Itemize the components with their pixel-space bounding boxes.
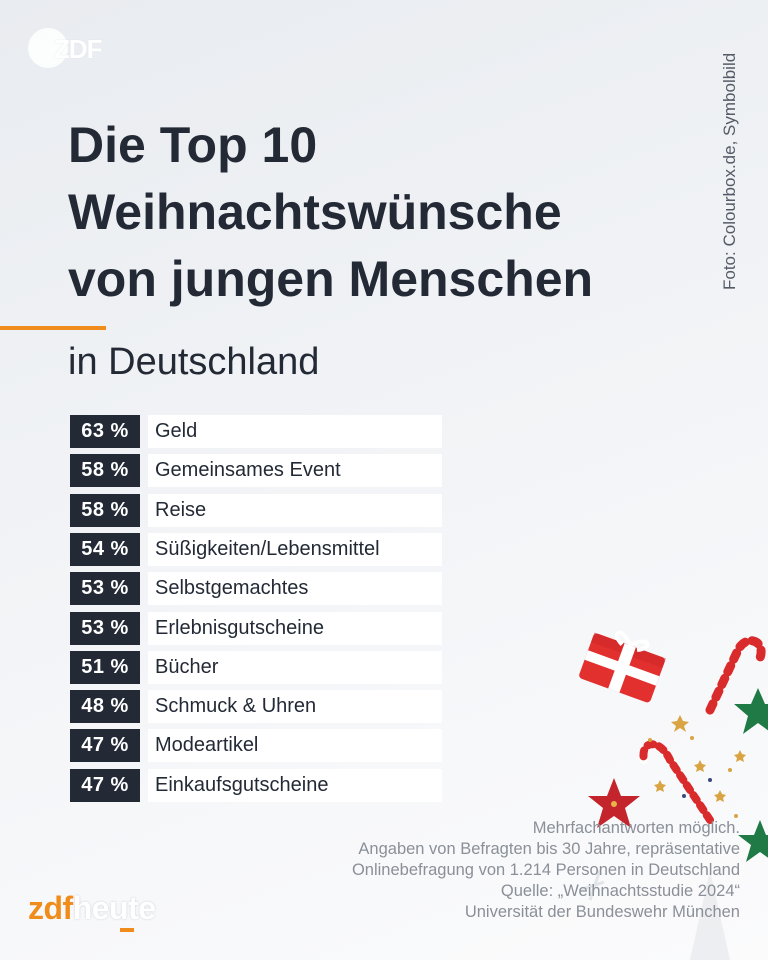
value-label: 58 % [70,493,140,527]
footnote-line: Universität der Bundeswehr München [464,903,740,921]
title-line-2: Weihnachtswünsche [68,184,562,240]
zdfheute-logo: zdfheute [28,890,156,932]
category-label: Erlebnisgutscheine [148,611,442,645]
value-label: 47 % [70,768,140,802]
photo-credit: Foto: Colourbox.de, Symbolbild [720,52,739,290]
chart-row: 58 % Reise [70,493,442,527]
value-label: 63 % [70,415,140,448]
chart-row: 58 % Gemeinsames Event [70,454,442,488]
category-label: Geld [148,415,442,448]
chart-row: 53 % Erlebnisgutscheine [70,611,442,645]
title-line-1: Die Top 10 [68,117,318,173]
category-label: Süßigkeiten/Lebensmittel [148,532,442,566]
value-label: 53 % [70,572,140,606]
chart-row: 51 % Bücher [70,650,442,684]
value-label: 47 % [70,729,140,763]
footnote-line: Mehrfachantworten möglich. [532,819,740,837]
value-label: 53 % [70,611,140,645]
category-label: Selbstgemachtes [148,572,442,606]
page-title: Die Top 10 Weihnachtswünsche von jungen … [68,112,688,313]
star-icon [734,688,768,734]
chart-row: 48 % Schmuck & Uhren [70,690,442,724]
category-label: Bücher [148,650,442,684]
star-icon [588,778,640,828]
subtitle: in Deutschland [68,341,320,383]
chart-row: 63 % Geld [70,415,442,448]
chart-row: 47 % Einkaufsgutscheine [70,768,442,802]
chart-row: 47 % Modeartikel [70,729,442,763]
star-icon [738,820,768,862]
zdf-logo: ZDF [28,28,106,68]
value-label: 48 % [70,690,140,724]
category-label: Schmuck & Uhren [148,690,442,724]
christmas-decoration [579,630,768,960]
brand-heute: heute [72,890,156,926]
chart-row: 53 % Selbstgemachtes [70,572,442,606]
title-line-3: von jungen Menschen [68,251,594,307]
footnote-line: Quelle: „Weihnachtsstudie 2024“ [500,882,740,900]
gift-icon [579,630,666,703]
category-label: Gemeinsames Event [148,454,442,488]
footnote-line: Onlinebefragung von 1.214 Personen in De… [351,861,740,879]
value-label: 54 % [70,532,140,566]
zdf-logo-text: ZDF [54,34,103,64]
footnote: Mehrfachantworten möglich. Angaben von B… [280,818,740,923]
brand-zdf: zdf [28,890,73,926]
category-label: Einkaufsgutscheine [148,768,442,802]
brand-underscore [120,928,134,932]
candy-cane-icon [639,740,714,824]
value-label: 51 % [70,650,140,684]
accent-line [0,326,106,330]
category-label: Modeartikel [148,729,442,763]
value-label: 58 % [70,454,140,488]
candy-cane-icon [705,636,766,715]
footnote-line: Angaben von Befragten bis 30 Jahre, repr… [358,840,740,858]
chart-row: 54 % Süßigkeiten/Lebensmittel [70,532,442,566]
category-label: Reise [148,493,442,527]
